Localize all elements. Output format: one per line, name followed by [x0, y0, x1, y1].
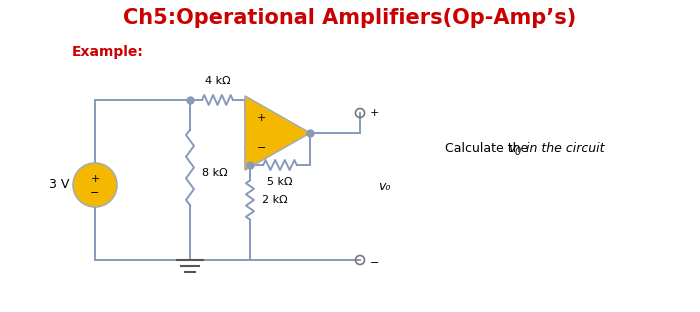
Text: 3 V: 3 V [48, 178, 69, 192]
Text: +: + [370, 108, 379, 118]
Text: −: − [370, 258, 379, 268]
Text: −: − [90, 188, 99, 198]
Text: Example:: Example: [72, 45, 144, 59]
Text: 4 kΩ: 4 kΩ [204, 76, 230, 86]
Text: +: + [257, 113, 267, 123]
Text: Ch5:Operational Amplifiers(Op-Amp’s): Ch5:Operational Amplifiers(Op-Amp’s) [123, 8, 577, 28]
Text: 8 kΩ: 8 kΩ [202, 168, 228, 178]
Text: −: − [257, 143, 267, 153]
Text: in the circuit: in the circuit [522, 142, 605, 154]
Text: v: v [508, 142, 515, 154]
Text: Calculate the: Calculate the [445, 142, 532, 154]
Text: 5 kΩ: 5 kΩ [267, 177, 293, 187]
Circle shape [73, 163, 117, 207]
Text: v₀: v₀ [378, 180, 391, 193]
Text: 0: 0 [515, 147, 522, 157]
Text: 2 kΩ: 2 kΩ [262, 195, 288, 205]
Polygon shape [245, 96, 310, 170]
Text: +: + [90, 174, 99, 184]
